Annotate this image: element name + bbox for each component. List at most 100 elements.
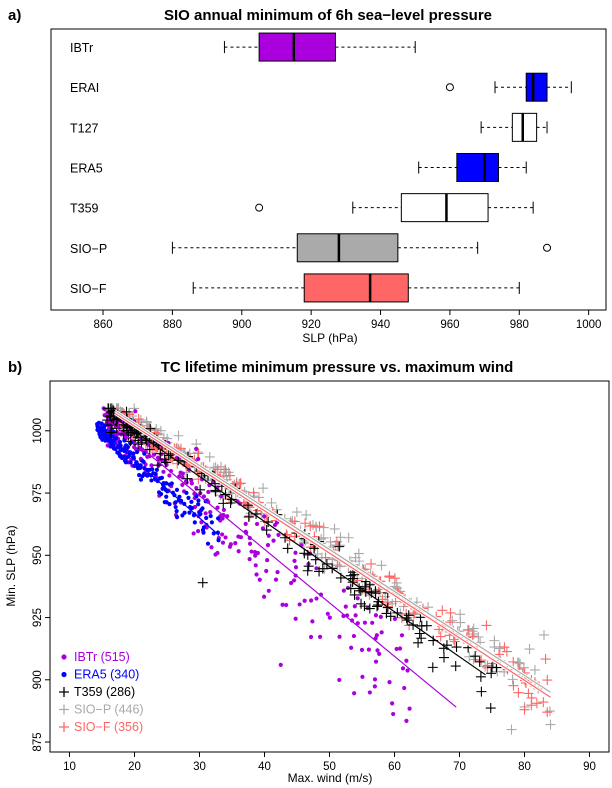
iqr-box: [303, 273, 409, 303]
data-point: [451, 642, 462, 653]
x-tick-label: 880: [163, 319, 182, 331]
data-point: [352, 575, 363, 586]
data-point: [404, 718, 409, 723]
data-point: [97, 431, 102, 437]
data-point: [359, 647, 365, 653]
data-point: [280, 602, 285, 607]
data-point: [455, 617, 466, 628]
data-point: [305, 521, 316, 532]
data-point: [352, 691, 357, 696]
data-point: [450, 661, 461, 672]
trend-line: [108, 412, 486, 676]
box-erai: ERAI: [70, 72, 572, 102]
data-point: [302, 598, 307, 603]
data-point: [180, 482, 185, 487]
data-point: [352, 604, 357, 609]
data-point: [243, 521, 248, 527]
x-tick-label: 1000: [576, 319, 602, 331]
data-point: [508, 656, 519, 667]
data-point: [215, 550, 220, 556]
x-tick-label: 30: [193, 761, 206, 773]
data-point: [377, 651, 382, 656]
data-point: [105, 427, 116, 438]
data-point: [540, 654, 551, 665]
legend-marker: [61, 671, 67, 678]
data-point: [189, 481, 194, 486]
data-point: [481, 620, 492, 631]
data-point: [271, 504, 282, 515]
iqr-box: [511, 112, 538, 142]
data-point: [209, 545, 214, 550]
data-point: [370, 620, 375, 625]
panel-b-label: b): [8, 359, 22, 376]
x-tick-label: 980: [510, 319, 529, 331]
data-point: [133, 409, 138, 414]
x-tick-label: 20: [128, 761, 141, 773]
data-point: [470, 651, 481, 662]
data-point: [508, 680, 519, 691]
data-point: [531, 698, 542, 709]
data-point: [293, 616, 298, 621]
data-point: [144, 444, 155, 455]
data-point: [208, 509, 213, 515]
data-point: [264, 568, 269, 574]
data-point: [407, 706, 412, 711]
data-point: [271, 538, 276, 543]
data-point: [302, 565, 313, 576]
data-point: [372, 684, 377, 689]
data-point: [193, 448, 204, 459]
data-point: [343, 604, 348, 609]
data-point: [392, 607, 403, 618]
data-point: [249, 549, 254, 554]
data-point: [161, 469, 166, 474]
data-point: [337, 634, 342, 639]
data-point: [159, 452, 164, 457]
data-point: [208, 513, 213, 519]
iqr-box: [400, 193, 489, 223]
data-point: [378, 614, 383, 619]
data-point: [381, 608, 392, 619]
data-point: [486, 668, 497, 679]
legend-marker: [59, 722, 69, 732]
box-t127: T127: [70, 112, 548, 142]
data-point: [209, 520, 215, 525]
data-point: [110, 443, 116, 448]
data-point: [96, 420, 101, 425]
iqr-box: [258, 32, 336, 62]
data-point: [243, 511, 254, 522]
data-point: [282, 543, 293, 554]
data-point: [489, 635, 500, 646]
data-point: [539, 629, 549, 640]
data-point: [141, 417, 152, 428]
data-point: [219, 494, 224, 499]
data-point: [462, 624, 473, 635]
data-point: [231, 478, 242, 489]
data-point: [312, 548, 323, 559]
data-point: [151, 452, 157, 457]
data-point: [414, 628, 425, 639]
data-point: [106, 438, 111, 443]
data-point: [349, 589, 360, 600]
data-point: [538, 697, 549, 708]
data-point: [160, 457, 171, 468]
data-point: [247, 541, 253, 546]
series-siop: [103, 403, 556, 735]
data-point: [345, 585, 351, 591]
data-point: [102, 407, 107, 412]
data-point: [317, 563, 328, 574]
data-point: [206, 489, 211, 495]
data-point: [164, 481, 169, 486]
data-point: [366, 647, 372, 652]
data-point: [204, 451, 215, 462]
data-point: [118, 448, 123, 453]
y-tick-label: 925: [32, 608, 44, 627]
boxplot-panel: a) SIO annual minimum of 6h sea−level pr…: [8, 7, 607, 345]
box-ibtr: IBTr: [70, 32, 416, 62]
x-tick-label: 920: [302, 319, 321, 331]
x-tick-label: 70: [453, 761, 466, 773]
x-tick-label: 860: [93, 319, 112, 331]
trend-line: [114, 412, 551, 698]
data-point: [103, 403, 114, 414]
data-point: [435, 631, 446, 642]
category-label: SIO−F: [70, 282, 107, 296]
